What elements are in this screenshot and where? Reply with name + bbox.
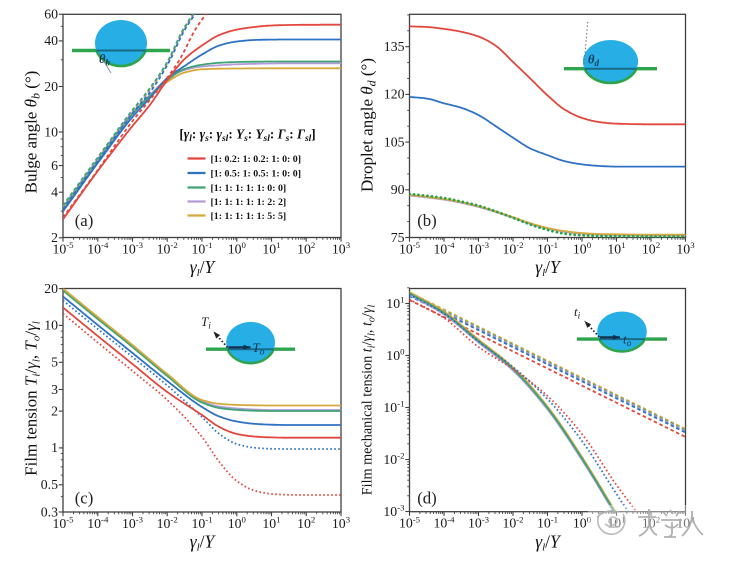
svg-text:120: 120 xyxy=(384,87,405,102)
svg-text:to: to xyxy=(623,332,632,350)
svg-text:0.3: 0.3 xyxy=(41,504,58,519)
svg-text:ti: ti xyxy=(574,304,581,322)
svg-text:(a): (a) xyxy=(75,211,94,230)
svg-text:101: 101 xyxy=(607,240,625,256)
svg-text:[1: 1: 1: 1: 1: 0: 0]: [1: 1: 1: 1: 1: 0: 0] xyxy=(211,183,287,194)
svg-text:1: 1 xyxy=(51,440,58,455)
svg-text:[1: 0.2: 1: 0.2: 1: 0: 0]: [1: 0.2: 1: 0.2: 1: 0: 0] xyxy=(211,154,302,165)
svg-text:10: 10 xyxy=(44,318,58,333)
svg-text:γl/Y: γl/Y xyxy=(535,257,562,279)
svg-text:101: 101 xyxy=(262,515,280,531)
svg-text:135: 135 xyxy=(384,39,405,54)
svg-text:[1: 0.5: 1: 0.5: 1: 0: 0]: [1: 0.5: 1: 0.5: 1: 0: 0] xyxy=(211,169,302,180)
svg-text:Droplet angle θd (°): Droplet angle θd (°) xyxy=(358,58,379,192)
svg-text:6: 6 xyxy=(51,158,58,173)
svg-text:0.5: 0.5 xyxy=(41,477,58,492)
svg-text:[γl: γs: γsl: Υs: Υsl: Γs: Γsl: [γl: γs: γsl: Υs: Υsl: Γs: Γsl] xyxy=(179,127,315,145)
svg-text:10: 10 xyxy=(44,124,58,139)
svg-text:90: 90 xyxy=(391,182,405,197)
svg-text:Ti: Ti xyxy=(201,314,211,332)
svg-text:75: 75 xyxy=(391,230,405,245)
svg-text:Bulge angle θb (°): Bulge angle θb (°) xyxy=(22,71,43,194)
svg-text:4: 4 xyxy=(51,185,58,200)
svg-text:102: 102 xyxy=(642,514,660,530)
svg-text:5: 5 xyxy=(51,355,58,370)
svg-text:20: 20 xyxy=(44,79,58,94)
svg-text:Film tension Ti/γl, To/γl: Film tension Ti/γl, To/γl xyxy=(22,321,43,476)
svg-text:102: 102 xyxy=(642,240,660,256)
svg-text:101: 101 xyxy=(386,295,404,311)
svg-text:γl/Y: γl/Y xyxy=(190,532,217,554)
svg-text:102: 102 xyxy=(297,515,315,531)
svg-text:(c): (c) xyxy=(75,489,94,508)
svg-text:θd: θd xyxy=(588,53,600,69)
svg-text:40: 40 xyxy=(44,33,58,48)
svg-text:105: 105 xyxy=(384,134,405,149)
svg-text:(d): (d) xyxy=(417,489,437,508)
svg-text:[1: 1: 1: 1: 1: 2: 2]: [1: 1: 1: 1: 1: 2: 2] xyxy=(211,197,287,208)
svg-text:γl/Y: γl/Y xyxy=(190,257,217,279)
svg-text:3: 3 xyxy=(51,382,58,397)
svg-text:2: 2 xyxy=(51,403,58,418)
svg-text:20: 20 xyxy=(44,281,58,296)
svg-text:Film mechanical tension ti/γl,: Film mechanical tension ti/γl, to/γl xyxy=(360,305,378,496)
svg-text:[1: 1: 1: 1: 1: 5: 5]: [1: 1: 1: 1: 1: 5: 5] xyxy=(211,211,287,222)
svg-text:2: 2 xyxy=(51,230,58,245)
svg-text:60: 60 xyxy=(44,7,58,22)
svg-text:(b): (b) xyxy=(417,211,437,230)
svg-text:θb: θb xyxy=(99,52,111,68)
svg-text:γl/Y: γl/Y xyxy=(535,532,562,554)
svg-text:101: 101 xyxy=(262,240,280,256)
svg-text:102: 102 xyxy=(297,240,315,256)
